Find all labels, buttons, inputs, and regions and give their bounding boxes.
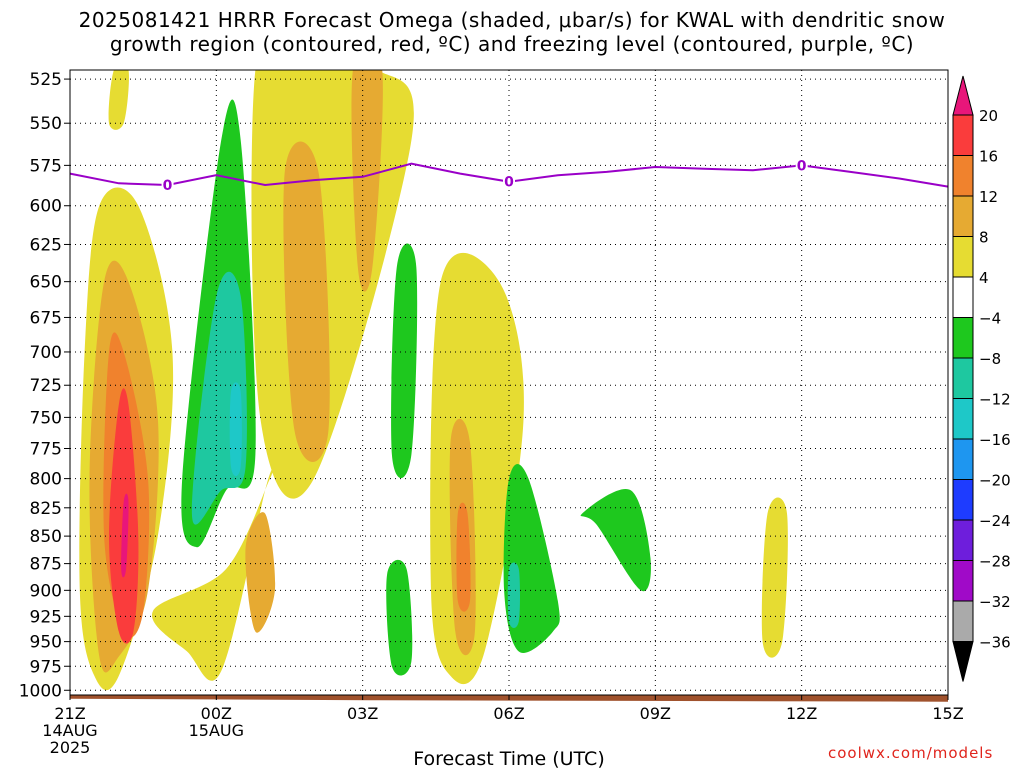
colorbar-label-0: 20	[979, 107, 998, 125]
colorbar-label-3: 8	[979, 229, 989, 247]
x-tick-label-5: 12Z	[786, 704, 817, 723]
colorbar-top-arrow	[952, 75, 974, 116]
colorbar-segment-5	[952, 276, 974, 318]
omega-region-19	[386, 559, 413, 676]
y-tick-label-5: 650	[30, 273, 62, 293]
y-tick-label-19: 1000	[19, 681, 62, 701]
colorbar-segment-7	[952, 357, 974, 399]
grid-lines	[70, 70, 948, 695]
colorbar-bottom-arrow	[952, 641, 974, 682]
omega-regions	[79, 70, 788, 691]
y-axis: 525 550 575 600 625 650 675 700 725 750 775 800 825 8…	[19, 70, 70, 701]
omega-region-5	[108, 70, 129, 130]
y-tick-label-15: 900	[30, 581, 62, 601]
colorbar-label-8: −16	[979, 431, 1011, 449]
y-tick-label-10: 775	[30, 439, 62, 459]
colorbar-label-2: 12	[979, 188, 998, 206]
colorbar-label-11: −28	[979, 553, 1011, 571]
colorbar-segment-1	[952, 114, 974, 156]
y-tick-label-8: 725	[30, 376, 62, 396]
chart-title: 2025081421 HRRR Forecast Omega (shaded, …	[0, 8, 1024, 56]
omega-region-4	[121, 493, 129, 578]
omega-region-22	[580, 489, 651, 592]
omega-region-18	[391, 243, 418, 479]
y-tick-label-13: 850	[30, 527, 62, 547]
colorbar-label-5: −4	[979, 310, 1001, 328]
x-tick-label-3: 06Z	[493, 704, 524, 723]
omega-region-13	[456, 502, 471, 612]
x-axis-label: Forecast Time (UTC)	[413, 748, 604, 768]
y-tick-label-2: 575	[30, 156, 62, 176]
plot-area: 0 0 0	[69, 69, 949, 702]
x-tick-label-0: 21Z	[54, 704, 85, 723]
colorbar-label-13: −36	[979, 634, 1011, 652]
omega-region-17	[229, 382, 242, 477]
freezing-label-2: 0	[797, 158, 807, 174]
freezing-label-bg-0	[161, 176, 174, 191]
colorbar-label-6: −8	[979, 350, 1001, 368]
colorbar-segment-12	[952, 560, 974, 602]
colorbar-label-12: −32	[979, 593, 1011, 611]
omega-region-14	[761, 497, 788, 658]
colorbar-label-9: −20	[979, 472, 1011, 490]
colorbar: 20 16 12 8 4 −4 −8 −12 −16 −20 −24 −28 −32 −36	[952, 75, 1011, 682]
omega-region-9	[151, 467, 274, 681]
x-tick-label-4: 09Z	[640, 704, 671, 723]
colorbar-segment-8	[952, 398, 974, 440]
x-tick-label-1: 00Z	[201, 704, 232, 723]
colorbar-segment-10	[952, 479, 974, 521]
y-tick-label-14: 875	[30, 555, 62, 575]
freezing-label-1: 0	[504, 175, 514, 191]
colorbar-segment-6	[952, 317, 974, 359]
colorbar-label-7: −12	[979, 391, 1011, 409]
y-tick-label-7: 700	[30, 343, 62, 363]
omega-region-7	[283, 141, 330, 463]
y-tick-label-0: 525	[30, 70, 62, 90]
colorbar-label-10: −24	[979, 512, 1011, 530]
freezing-level: 0 0 0	[69, 157, 949, 194]
colorbar-segment-4	[952, 236, 974, 278]
y-tick-label-18: 975	[30, 657, 62, 677]
credit-link[interactable]: coolwx.com/models	[828, 744, 994, 762]
x-tick-label-2: 03Z	[347, 704, 378, 723]
y-tick-label-9: 750	[30, 408, 62, 428]
colorbar-label-1: 16	[979, 148, 998, 166]
title-line-1: 2025081421 HRRR Forecast Omega (shaded, …	[78, 8, 946, 32]
y-tick-label-16: 925	[30, 607, 62, 627]
y-tick-label-4: 625	[30, 235, 62, 255]
omega-region-10	[245, 512, 276, 633]
y-tick-label-11: 800	[30, 470, 62, 490]
y-tick-label-6: 675	[30, 308, 62, 328]
x-tick-date-1: 15AUG	[189, 721, 244, 740]
freezing-label-bg-2	[795, 157, 808, 172]
colorbar-segment-13	[952, 600, 974, 642]
colorbar-segment-11	[952, 519, 974, 561]
y-tick-label-12: 825	[30, 499, 62, 519]
colorbar-segment-2	[952, 155, 974, 197]
y-tick-label-17: 950	[30, 633, 62, 653]
x-tick-label-6: 15Z	[932, 704, 963, 723]
colorbar-segment-9	[952, 438, 974, 480]
freezing-label-bg-1	[503, 173, 515, 188]
colorbar-segment-3	[952, 195, 974, 237]
freezing-label-0: 0	[163, 178, 173, 194]
title-line-2: growth region (contoured, red, ºC) and f…	[109, 32, 915, 56]
y-tick-label-1: 550	[30, 114, 62, 134]
x-tick-year-0: 2025	[50, 738, 91, 757]
omega-region-21	[507, 562, 520, 628]
y-tick-label-3: 600	[30, 197, 62, 217]
colorbar-label-4: 4	[979, 269, 989, 287]
x-tick-date-0: 14AUG	[42, 721, 97, 740]
omega-region-8	[351, 70, 383, 292]
